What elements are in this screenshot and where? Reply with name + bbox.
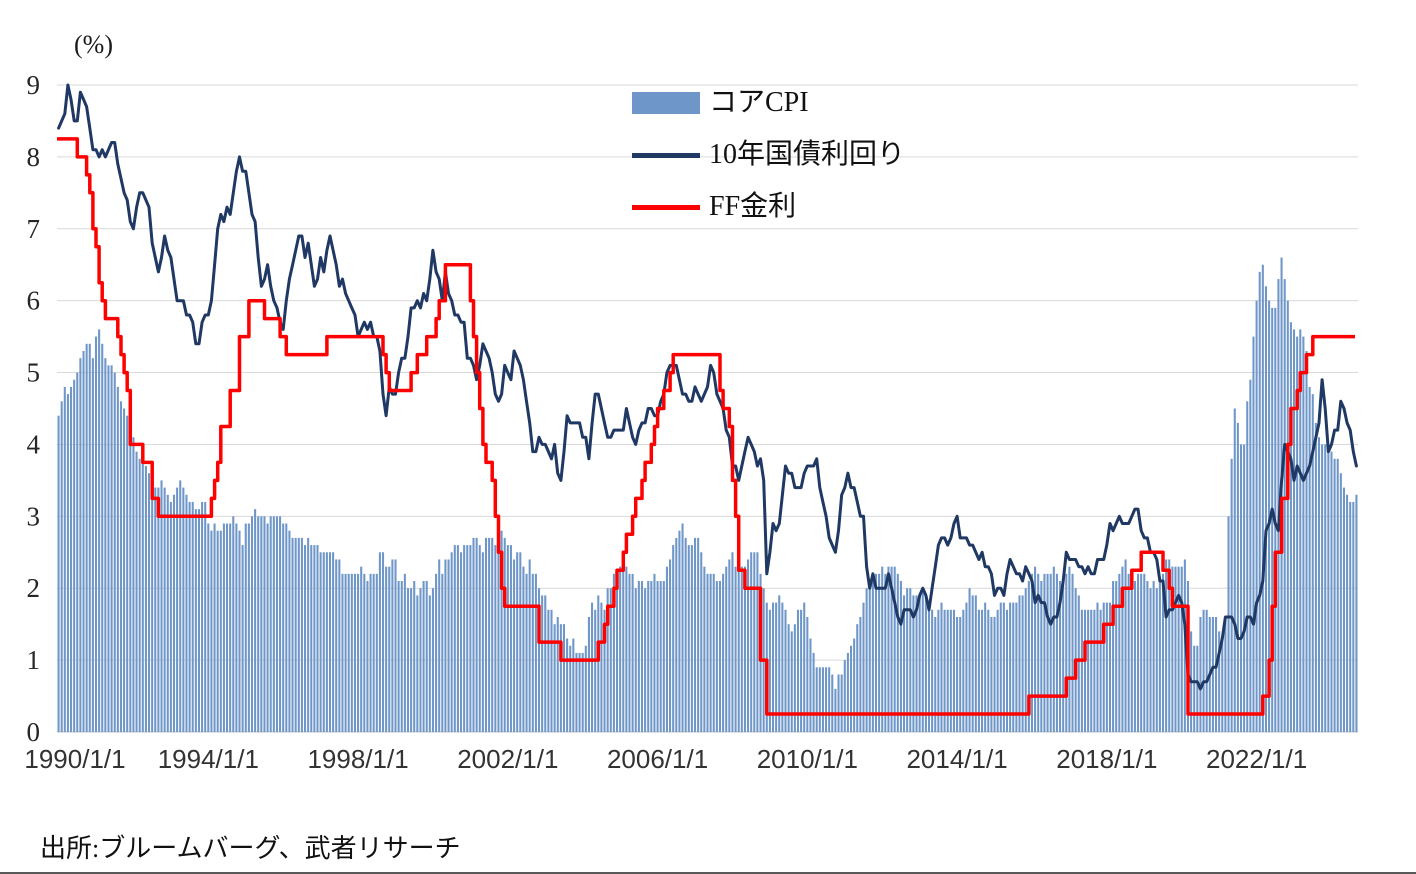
ff-rate-line [57,137,1355,716]
y-axis-tick-label: 7 [27,214,41,244]
y-axis-tick-label: 4 [27,429,41,459]
x-axis-tick-label: 1990/1/1 [24,744,125,774]
x-axis-tick-label: 2018/1/1 [1056,744,1157,774]
legend-label-core-cpi: コアCPI [709,87,809,118]
combo-chart: 0 1 2 3 4 5 6 7 8 9 1990/1/1 1994/1/1 1998/1/1 2002/1… [24,70,1358,774]
y-axis-unit-label: (%) [74,30,113,59]
legend-label-ff-rate: FF金利 [709,191,797,222]
x-axis-tick-label: 2014/1/1 [906,744,1007,774]
x-axis-tick-label: 2006/1/1 [607,744,708,774]
y-axis-tick-label: 9 [27,70,41,100]
10y-yield-line [57,83,1358,691]
x-axis-tick-label: 2002/1/1 [457,744,558,774]
ff-rate-line-swatch [632,204,700,210]
y-axis-tick-label: 3 [27,501,41,531]
x-axis-tick-label: 1994/1/1 [158,744,259,774]
10y-yield-line-swatch [632,152,700,158]
y-axis-tick-label: 6 [27,286,41,316]
source-note: 出所:ブルームバーグ、武者リサーチ [40,834,461,863]
x-axis-tick-label: 2010/1/1 [757,744,858,774]
bottom-divider [0,872,1416,874]
y-axis-tick-label: 5 [27,358,41,388]
x-axis-tick-label: 1998/1/1 [307,744,408,774]
x-axis-tick-label: 2022/1/1 [1206,744,1307,774]
legend-item-ff-rate: FF金利 [632,190,905,224]
y-axis-tick-label: 0 [27,717,41,747]
y-axis-tick-label: 8 [27,142,41,172]
core-cpi-bar-swatch [632,92,700,114]
legend-label-10y-yield: 10年国債利回り [709,139,906,170]
y-axis-tick-label: 2 [27,573,41,603]
legend-item-core-cpi: コアCPI [632,86,905,120]
y-axis-tick-label: 1 [27,645,41,675]
legend: コアCPI 10年国債利回り FF金利 [632,86,905,242]
x-axis-tick-labels: 1990/1/1 1994/1/1 1998/1/1 2002/1/1 2006/1/1… [24,744,1307,774]
legend-item-10y-yield: 10年国債利回り [632,138,905,172]
core-cpi-bars [57,257,1358,732]
